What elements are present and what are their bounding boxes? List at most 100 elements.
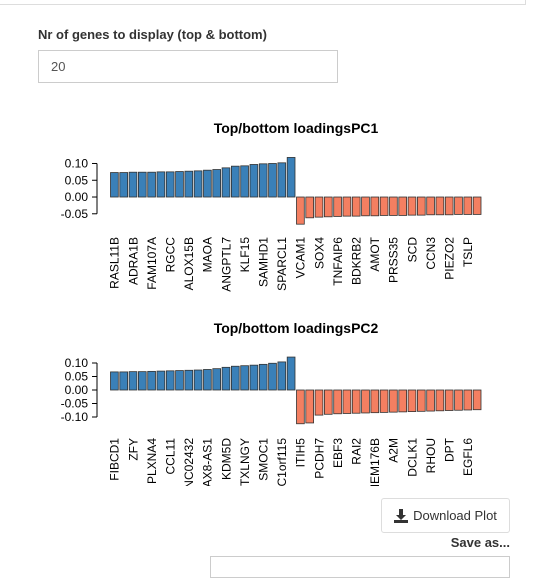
x-tick-label: SPARCL1 bbox=[275, 237, 289, 291]
x-tick-label: ANGPTL7 bbox=[219, 237, 233, 292]
bar bbox=[165, 171, 175, 198]
x-tick-label: TNFAIP6 bbox=[331, 237, 345, 286]
bar bbox=[333, 196, 342, 217]
bar bbox=[296, 389, 305, 425]
bar bbox=[147, 370, 156, 391]
x-tick-label: RAI2 bbox=[349, 438, 363, 465]
bar bbox=[268, 163, 277, 198]
x-tick-label: CCL11 bbox=[163, 438, 177, 475]
bar bbox=[398, 389, 407, 413]
bar bbox=[203, 169, 212, 198]
bar bbox=[221, 167, 231, 198]
y-tick-label: 0.00 bbox=[65, 190, 89, 204]
bar bbox=[351, 389, 361, 414]
gene-count-input[interactable]: 20 bbox=[38, 50, 338, 83]
bar bbox=[351, 196, 361, 217]
bar bbox=[389, 196, 398, 216]
x-tick-label: KLF15 bbox=[238, 237, 252, 273]
bar bbox=[314, 389, 324, 416]
bar bbox=[416, 196, 426, 216]
bar bbox=[165, 370, 175, 391]
bar bbox=[184, 170, 194, 198]
bar bbox=[221, 366, 231, 391]
bar bbox=[184, 369, 194, 391]
bar bbox=[416, 389, 426, 412]
x-tick-label: DCLK1 bbox=[405, 438, 419, 477]
y-tick-label: 0.00 bbox=[65, 383, 89, 397]
bar bbox=[240, 165, 249, 198]
bar bbox=[286, 157, 296, 198]
x-tick-label: FIBCD1 bbox=[108, 438, 122, 481]
x-tick-label: DPT bbox=[442, 437, 456, 462]
y-tick-label: -0.10 bbox=[61, 410, 89, 424]
bar bbox=[426, 196, 435, 216]
bar bbox=[342, 196, 352, 217]
x-tick-label: LINC02432 bbox=[182, 438, 196, 495]
x-tick-label: SMOC1 bbox=[256, 438, 270, 481]
x-tick-label: RGCC bbox=[163, 237, 177, 273]
y-tick-label: 0.05 bbox=[65, 173, 89, 187]
y-tick-label: 0.10 bbox=[65, 156, 89, 170]
bar bbox=[389, 389, 398, 413]
x-labels: FIBCD1 ZFY PLXNA4 CCL11 LINC02432 PAX8-AS1 KDM… bbox=[108, 437, 475, 495]
bar bbox=[407, 196, 417, 216]
bar bbox=[472, 389, 482, 411]
x-tick-label: ZFY bbox=[126, 438, 140, 461]
bar bbox=[323, 389, 333, 415]
bar bbox=[212, 368, 222, 391]
page: Nr of genes to display (top & bottom) 20… bbox=[0, 0, 526, 578]
x-tick-label: SAMHD1 bbox=[256, 237, 270, 287]
x-tick-label: TSLP bbox=[461, 237, 475, 267]
x-labels: RASL11B ADRA1B FAM107A RGCC ALOX15B MAOA ANGPT… bbox=[108, 236, 475, 291]
bar bbox=[435, 389, 445, 412]
bar bbox=[444, 196, 454, 216]
x-tick-label: FAM107A bbox=[145, 237, 159, 290]
x-tick-label: MAOA bbox=[201, 237, 215, 272]
bar bbox=[454, 196, 463, 215]
bar bbox=[398, 196, 407, 216]
bar bbox=[203, 369, 212, 391]
bar bbox=[240, 365, 249, 391]
format-select[interactable] bbox=[210, 556, 510, 578]
x-tick-label: SOX4 bbox=[312, 237, 326, 269]
bar bbox=[333, 389, 342, 415]
bar bbox=[268, 362, 277, 391]
plots: Top/bottom loadingsPC1 -0.05 0.00 0.05 0.10 R… bbox=[61, 120, 482, 495]
bar bbox=[361, 389, 370, 414]
bar bbox=[379, 196, 389, 216]
x-tick-label: BDKRB2 bbox=[349, 237, 363, 285]
x-tick-label: ALOX15B bbox=[182, 237, 196, 290]
x-tick-label: A2M bbox=[387, 438, 401, 463]
x-tick-label: RASL11B bbox=[108, 237, 122, 289]
bar bbox=[463, 389, 473, 411]
x-tick-label: SCD bbox=[405, 237, 419, 263]
bar bbox=[110, 371, 119, 391]
bar bbox=[314, 196, 324, 218]
save-label: Save as... bbox=[450, 535, 510, 550]
bar bbox=[249, 164, 259, 198]
x-tick-label: RHOU bbox=[424, 438, 438, 473]
x-tick-label: EGFL6 bbox=[461, 438, 475, 476]
bar bbox=[277, 361, 287, 391]
x-tick-label: PLXNA4 bbox=[145, 438, 159, 484]
bar bbox=[342, 389, 352, 414]
input-label: Nr of genes to display (top & bottom) bbox=[38, 27, 267, 42]
bar bbox=[137, 371, 147, 391]
download-button[interactable]: Download Plot bbox=[381, 498, 510, 533]
bar bbox=[435, 196, 445, 216]
x-tick-label: PAX8-AS1 bbox=[201, 438, 215, 495]
bar bbox=[230, 165, 240, 198]
bar bbox=[128, 371, 138, 391]
bar bbox=[119, 172, 129, 198]
bar bbox=[119, 371, 129, 391]
x-tick-label: TXLNGY bbox=[238, 438, 252, 486]
y-tick-label: 0.10 bbox=[65, 356, 89, 370]
y-tick-label: -0.05 bbox=[61, 207, 89, 221]
x-tick-label: EBF3 bbox=[331, 438, 345, 468]
x-tick-label: KDM5D bbox=[219, 438, 233, 480]
x-tick-label: CCN3 bbox=[424, 237, 438, 270]
bar bbox=[193, 170, 203, 198]
chart-title: Top/bottom loadingsPC1 bbox=[214, 120, 379, 136]
bar bbox=[128, 171, 138, 198]
bar bbox=[472, 196, 482, 215]
